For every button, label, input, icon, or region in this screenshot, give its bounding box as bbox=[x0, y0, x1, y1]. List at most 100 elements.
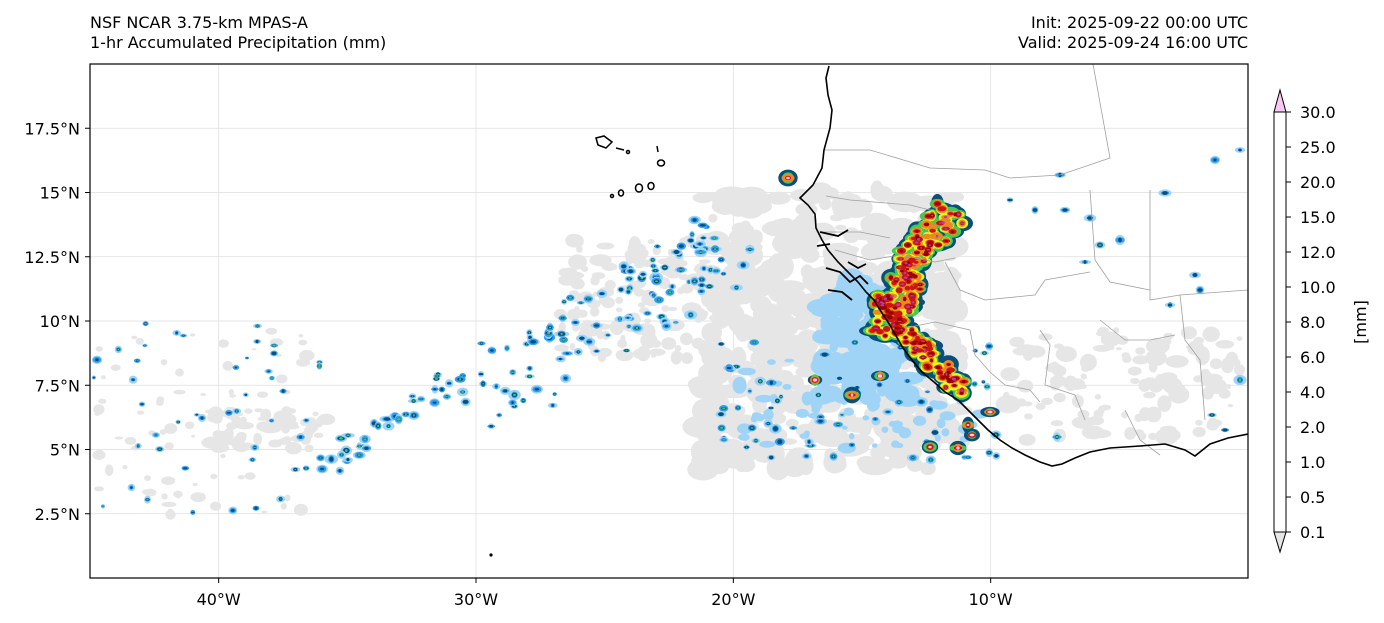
squall-line-core bbox=[939, 222, 942, 224]
light-precip bbox=[299, 350, 315, 361]
light-precip bbox=[796, 292, 806, 303]
squall-line-core bbox=[904, 340, 908, 344]
light-precip bbox=[772, 231, 807, 255]
squall-line-core bbox=[906, 305, 911, 308]
squall-line-core bbox=[940, 376, 945, 379]
colorbar-tick-label: 20.0 bbox=[1300, 173, 1336, 192]
squall-line-core bbox=[927, 343, 933, 348]
squall-line-core bbox=[935, 202, 940, 206]
rain-cell bbox=[726, 366, 732, 370]
light-precip bbox=[1201, 387, 1214, 400]
rain-cell-core bbox=[688, 281, 690, 283]
rain-cell-core bbox=[817, 393, 820, 397]
rain-cell-core bbox=[413, 414, 415, 417]
light-precip bbox=[1055, 346, 1077, 362]
squall-line-core bbox=[921, 340, 926, 343]
light-precip bbox=[1145, 337, 1170, 355]
light-precip bbox=[222, 437, 236, 446]
rain-cell bbox=[183, 467, 188, 470]
rain-cell-core bbox=[339, 437, 343, 440]
squall-line-core bbox=[962, 379, 966, 384]
lon-tick-label: 10°W bbox=[969, 590, 1013, 609]
moderate-precip bbox=[750, 415, 758, 423]
rain-cell bbox=[773, 426, 778, 432]
squall-line-core bbox=[928, 354, 933, 357]
light-precip bbox=[853, 198, 873, 217]
lon-tick-label: 40°W bbox=[197, 590, 241, 609]
squall-line-core bbox=[903, 271, 907, 275]
rain-cell bbox=[628, 269, 633, 274]
light-precip bbox=[858, 423, 872, 437]
squall-line-core bbox=[921, 356, 925, 359]
light-precip bbox=[184, 421, 195, 430]
moderate-precip bbox=[881, 381, 888, 388]
squall-line-core bbox=[919, 283, 922, 286]
moderate-precip bbox=[852, 342, 863, 354]
lat-tick-label: 15°N bbox=[40, 184, 80, 203]
rain-cell bbox=[718, 342, 724, 346]
light-precip bbox=[1227, 404, 1234, 408]
rain-cell bbox=[586, 340, 592, 343]
rain-cell-core bbox=[270, 420, 273, 422]
light-precip bbox=[124, 436, 137, 445]
lat-tick-label: 7.5°N bbox=[35, 376, 80, 395]
moderate-precip bbox=[892, 425, 906, 434]
squall-line-core bbox=[888, 275, 894, 280]
squall-line-core bbox=[904, 285, 911, 291]
rain-cell bbox=[656, 245, 659, 248]
light-precip bbox=[1079, 353, 1097, 371]
light-precip bbox=[558, 268, 571, 277]
light-precip bbox=[860, 242, 887, 260]
light-precip bbox=[242, 422, 249, 427]
rain-cell-core bbox=[560, 332, 563, 336]
rain-cell bbox=[769, 380, 773, 385]
rain-cell bbox=[1083, 260, 1087, 264]
squall-line-core bbox=[899, 257, 903, 261]
rain-cell-core bbox=[553, 393, 556, 395]
rain-cell-core bbox=[1098, 244, 1102, 246]
light-precip bbox=[94, 486, 104, 492]
moderate-precip bbox=[755, 394, 774, 403]
rain-cell bbox=[740, 263, 746, 267]
rain-cell bbox=[626, 316, 630, 319]
rain-cell-core bbox=[412, 400, 415, 402]
light-precip bbox=[709, 314, 719, 322]
light-precip bbox=[161, 476, 176, 486]
rain-cell-core bbox=[579, 302, 582, 304]
light-precip bbox=[1209, 358, 1223, 370]
rain-cell-core bbox=[136, 360, 138, 362]
squall-line-core bbox=[908, 263, 911, 267]
light-precip bbox=[1071, 416, 1094, 429]
moderate-precip bbox=[829, 342, 838, 353]
rain-cell-core bbox=[256, 325, 259, 327]
rain-cell-core bbox=[779, 395, 783, 398]
light-precip bbox=[570, 278, 585, 290]
squall-line-core bbox=[946, 378, 953, 384]
rain-cell-core bbox=[654, 269, 657, 272]
light-precip bbox=[1081, 425, 1105, 440]
light-precip bbox=[161, 493, 168, 500]
squall-line-core bbox=[886, 297, 892, 300]
rain-cell-core bbox=[679, 268, 683, 271]
moderate-precip bbox=[941, 428, 950, 437]
light-precip bbox=[1053, 392, 1066, 403]
squall-line-core bbox=[912, 284, 915, 287]
model-name: NSF NCAR 3.75-km MPAS-A bbox=[90, 13, 308, 32]
light-precip bbox=[756, 360, 783, 380]
light-precip bbox=[692, 192, 714, 204]
rain-cell-core bbox=[251, 458, 254, 461]
squall-line-core bbox=[895, 321, 899, 325]
light-precip bbox=[776, 292, 797, 316]
light-precip bbox=[1202, 326, 1220, 342]
rain-cell-core bbox=[436, 375, 439, 377]
rain-cell bbox=[489, 425, 494, 428]
rain-cell-core bbox=[358, 445, 361, 448]
rain-cell-core bbox=[526, 343, 528, 345]
light-precip bbox=[785, 418, 799, 428]
light-precip bbox=[1206, 419, 1219, 431]
rain-cell-core bbox=[1238, 378, 1242, 382]
light-precip bbox=[1161, 428, 1181, 442]
rain-cell-core bbox=[628, 325, 630, 328]
rain-cell bbox=[626, 290, 631, 293]
rain-cell bbox=[131, 378, 135, 381]
